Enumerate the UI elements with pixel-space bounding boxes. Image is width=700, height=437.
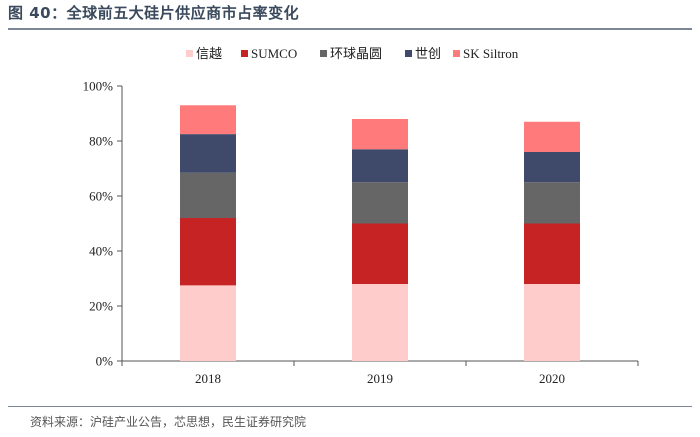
bar-segment — [180, 134, 236, 173]
legend-label: 世创 — [415, 46, 441, 61]
figure-title: 图 40：全球前五大硅片供应商市占率变化 — [8, 4, 300, 22]
bar-segment — [524, 152, 580, 183]
y-tick-label: 20% — [89, 299, 113, 314]
bar-segment — [180, 172, 236, 218]
figure-source: 资料来源：沪硅产业公告，芯思想，民生证券研究院 — [30, 415, 307, 429]
x-tick-label: 2020 — [539, 371, 565, 386]
chart-bars — [180, 105, 580, 361]
legend-swatch — [320, 50, 327, 57]
bar-segment — [180, 105, 236, 135]
legend-label: SUMCO — [251, 46, 297, 61]
bar-segment — [352, 119, 408, 150]
legend-label: 信越 — [196, 46, 222, 61]
y-tick-label: 100% — [83, 79, 114, 94]
y-tick-label: 60% — [89, 189, 113, 204]
y-tick-label: 0% — [96, 354, 114, 369]
legend-label: SK Siltron — [463, 46, 519, 61]
legend-swatch — [453, 50, 460, 57]
legend-swatch — [241, 50, 248, 57]
legend-swatch — [186, 50, 193, 57]
y-tick-label: 40% — [89, 244, 113, 259]
legend-swatch — [405, 50, 412, 57]
bar-segment — [180, 218, 236, 286]
y-tick-label: 80% — [89, 134, 113, 149]
title-divider — [8, 28, 692, 30]
bar-segment — [524, 121, 580, 152]
bar-segment — [524, 182, 580, 224]
bar-segment — [180, 285, 236, 361]
chart-axes: 0% 20% 40% 60% 80% 100% 2018 2019 2020 — [83, 79, 639, 386]
x-tick-label: 2018 — [195, 371, 221, 386]
bar-segment — [352, 149, 408, 183]
bar-segment — [524, 223, 580, 284]
bar-segment — [352, 223, 408, 284]
x-tick-label: 2019 — [367, 371, 393, 386]
chart-legend: 信越 SUMCO 环球晶圆 世创 SK Siltron — [186, 46, 519, 61]
bar-segment — [352, 284, 408, 361]
bar-segment — [524, 284, 580, 361]
legend-label: 环球晶圆 — [330, 46, 382, 61]
bar-segment — [352, 182, 408, 224]
source-divider — [8, 406, 692, 407]
